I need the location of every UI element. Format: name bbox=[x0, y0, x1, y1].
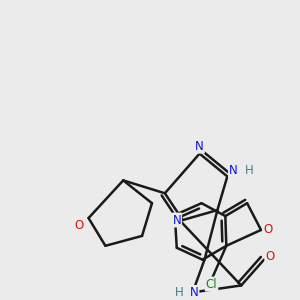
Text: N: N bbox=[229, 164, 238, 177]
Text: N: N bbox=[195, 140, 204, 153]
Text: H: H bbox=[245, 164, 254, 177]
Text: N: N bbox=[172, 214, 181, 226]
Text: Cl: Cl bbox=[206, 278, 218, 291]
Text: N: N bbox=[190, 286, 199, 299]
Text: O: O bbox=[74, 220, 83, 232]
Text: O: O bbox=[265, 250, 274, 263]
Text: O: O bbox=[263, 224, 272, 236]
Text: H: H bbox=[175, 286, 184, 299]
